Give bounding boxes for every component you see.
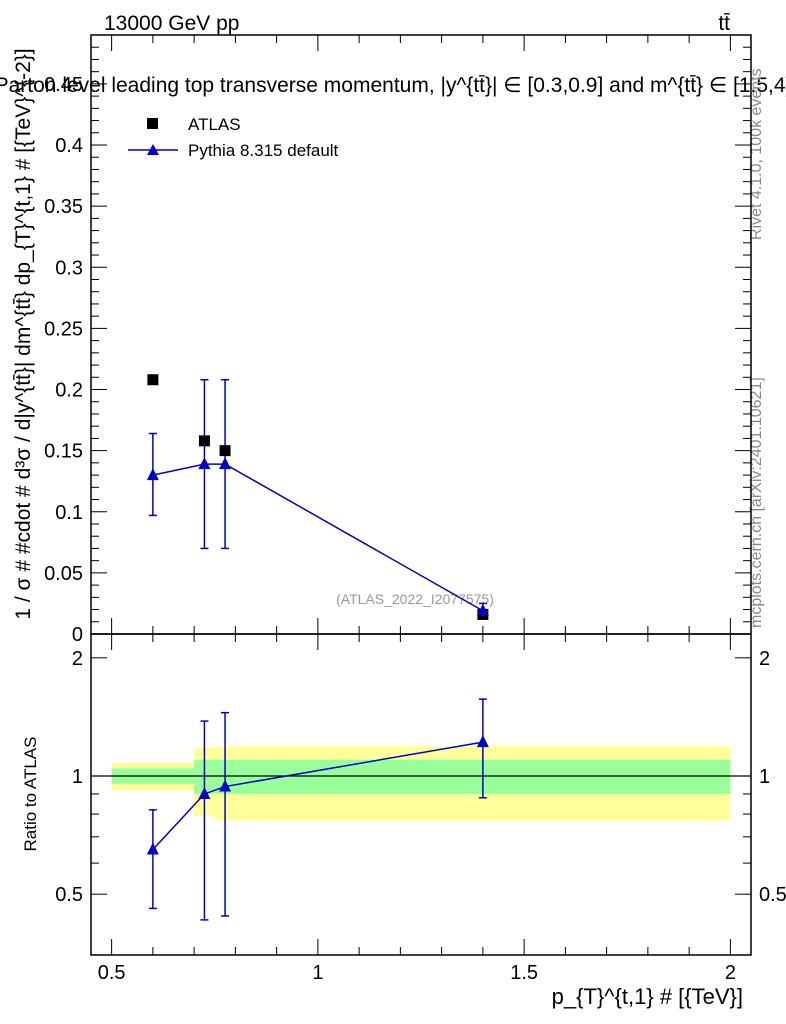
legend-pythia-label: Pythia 8.315 default: [188, 141, 339, 160]
plot-title: Parton level leading top transverse mome…: [0, 74, 786, 97]
ratio-line: [152, 741, 484, 850]
main-ytick-label: 0.45: [44, 74, 83, 96]
ratio-ytick-label-right: 2: [759, 648, 770, 670]
rivet-label: Rivet 4.1.0, 100k events: [748, 68, 765, 240]
ratio-xtick-label: 0.5: [98, 962, 126, 984]
main-ticks: 0 0.05 0.1 0.15 0.2 0.25 0.3 0.35 0.4 0.45: [44, 35, 751, 646]
main-series: [146, 374, 489, 620]
ratio-ylabel: Ratio to ATLAS: [21, 737, 40, 852]
main-ytick-label: 0.3: [55, 257, 83, 279]
energy-label: 13000 GeV pp: [104, 12, 239, 35]
pythia-point: [146, 468, 159, 481]
main-ytick-label: 0.25: [44, 318, 83, 340]
ratio-point: [219, 779, 232, 792]
pythia-point: [198, 457, 211, 470]
ratio-ytick-label: 0.5: [55, 884, 83, 906]
main-ytick-label: 0: [72, 624, 83, 646]
ratio-series: [146, 698, 489, 921]
atlas-point: [147, 374, 159, 386]
ratio-ytick-label: 2: [72, 648, 83, 670]
atlas-point: [198, 435, 210, 447]
main-ytick-label: 0.15: [44, 441, 83, 463]
ratio-ticks: 0.5 0.5 1 1 2 2 0.5 1 1.5 2: [55, 634, 786, 984]
ratio-frame: [90, 633, 752, 956]
main-ylabel: 1 / σ # #cdot # d³σ / d|y^{tt̄}| dm^{tt̄…: [12, 48, 35, 619]
mcplots-label: mcplots.cern.ch [arXiv:2401.10621]: [748, 377, 765, 628]
ratio-point: [198, 786, 211, 799]
main-panel: 0 0.05 0.1 0.15 0.2 0.25 0.3 0.35 0.4 0.45 (ATLAS…: [12, 34, 752, 646]
ratio-point: [476, 735, 489, 748]
watermark: (ATLAS_2022_I2077575): [336, 591, 494, 607]
main-ytick-label: 0.05: [44, 563, 83, 585]
pythia-line: [152, 463, 484, 612]
ratio-xtick-label: 1.5: [510, 962, 538, 984]
ratio-point: [146, 842, 159, 855]
ratio-panel: 0.5 0.5 1 1 2 2 0.5 1 1.5 2 Ratio to ATLAS p_{T}^…: [21, 633, 786, 1009]
atlas-point: [219, 445, 231, 457]
process-label: tt̄: [718, 12, 730, 35]
main-ytick-label: 0.1: [55, 502, 83, 524]
pythia-point: [476, 603, 489, 616]
main-ytick-label: 0.35: [44, 196, 83, 218]
x-axis-label: p_{T}^{t,1} # [{TeV}]: [552, 984, 743, 1009]
main-ytick-label: 0.4: [55, 135, 83, 157]
legend-atlas-marker: [147, 118, 158, 129]
legend-atlas-label: ATLAS: [188, 115, 241, 134]
legend-pythia-marker: [147, 144, 159, 155]
ratio-ytick-label-right: 0.5: [759, 884, 786, 906]
ratio-xtick-label: 1: [312, 962, 323, 984]
ratio-ytick-label-right: 1: [759, 766, 770, 788]
legend: ATLAS Pythia 8.315 default: [128, 115, 339, 160]
main-ytick-label: 0.2: [55, 380, 83, 402]
ratio-xtick-label: 2: [725, 962, 736, 984]
pythia-point: [219, 457, 232, 470]
ratio-ytick-label: 1: [72, 766, 83, 788]
